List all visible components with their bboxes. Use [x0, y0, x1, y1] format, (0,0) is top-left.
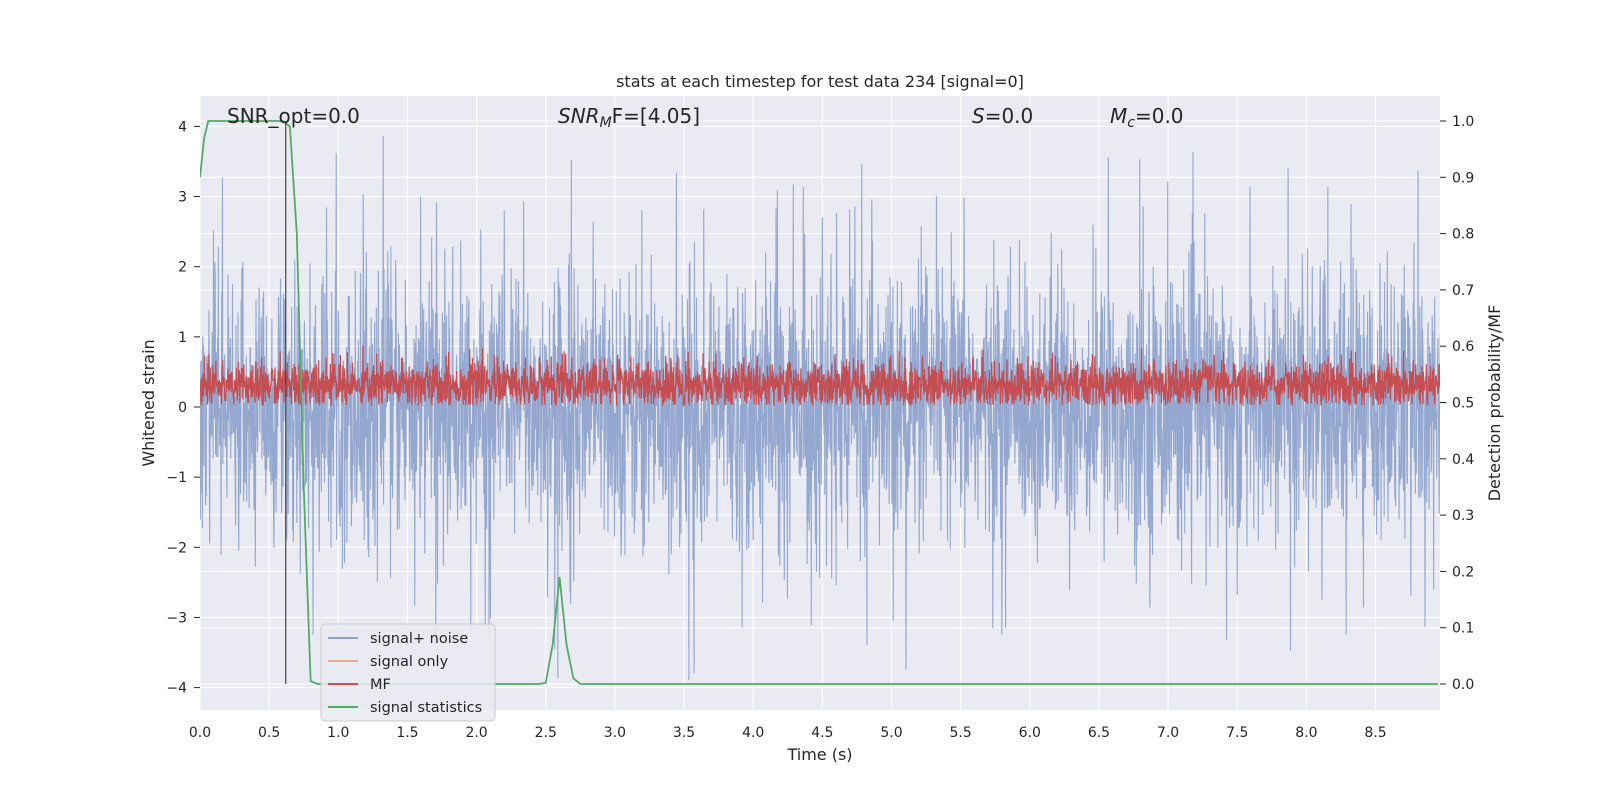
- y-ticks: −4 −3 −2 −1 0 1 2 3 4: [166, 119, 200, 697]
- legend-label-mf: MF: [370, 677, 391, 693]
- y-tick-label: −1: [166, 470, 187, 486]
- y-right-tick-label: 0.2: [1452, 564, 1474, 580]
- x-tick-label: 7.0: [1157, 725, 1179, 741]
- annotation-s: S=0.0: [972, 104, 1033, 128]
- x-tick-label: 3.5: [673, 725, 695, 741]
- x-tick-label: 8.5: [1364, 725, 1386, 741]
- y-right-tick-label: 0.0: [1452, 677, 1474, 693]
- annotation-mc: Mc=0.0: [1110, 104, 1184, 131]
- x-tick-label: 2.5: [535, 725, 557, 741]
- series-mf: [200, 345, 1440, 408]
- x-tick-label: 0.0: [189, 725, 211, 741]
- legend-label-signal-only: signal only: [370, 654, 449, 670]
- x-tick-label: 7.5: [1226, 725, 1248, 741]
- y-right-tick-label: 0.6: [1452, 339, 1474, 355]
- x-tick-label: 4.5: [811, 725, 833, 741]
- y-tick-label: 2: [178, 260, 187, 276]
- x-tick-label: 8.0: [1295, 725, 1317, 741]
- y-axis-label-right: Detection probability/MF: [1485, 305, 1504, 502]
- x-tick-label: 6.0: [1019, 725, 1041, 741]
- annotation-snr-mf: SNRMF=[4.05]: [558, 104, 700, 131]
- series-line-mf: [200, 345, 1440, 408]
- series-signal-statistics: [200, 120, 1438, 685]
- x-axis-label: Time (s): [786, 745, 852, 764]
- x-tick-label: 1.0: [327, 725, 349, 741]
- x-ticks: 0.0 0.5 1.0 1.5 2.0 2.5 3.0 3.5 4.0 4.5 5.0 5.5 6.0 6…: [189, 725, 1387, 741]
- x-tick-label: 5.5: [950, 725, 972, 741]
- legend-label-signal-statistics: signal statistics: [370, 700, 482, 716]
- y-axis-label: Whitened strain: [139, 339, 158, 466]
- legend: signal+ noise signal only MF signal stat…: [320, 623, 496, 722]
- y-tick-label: −4: [166, 681, 187, 697]
- x-tick-label: 5.0: [880, 725, 902, 741]
- y-right-tick-label: 0.8: [1452, 227, 1474, 243]
- series-signal-noise: [200, 136, 1440, 681]
- x-tick-label: 0.5: [258, 725, 280, 741]
- chart-title: stats at each timestep for test data 234…: [616, 72, 1024, 91]
- y-right-tick-label: 0.3: [1452, 508, 1474, 524]
- x-tick-label: 6.5: [1088, 725, 1110, 741]
- series-line-signal-statistics: [200, 120, 1438, 685]
- y-right-tick-label: 1.0: [1452, 114, 1474, 130]
- y-tick-label: −3: [166, 610, 187, 626]
- y-tick-label: 4: [178, 119, 187, 135]
- y-right-tick-label: 0.9: [1452, 170, 1474, 186]
- series-line-signal-noise: [200, 136, 1440, 681]
- x-tick-label: 1.5: [396, 725, 418, 741]
- y-tick-label: −2: [166, 540, 187, 556]
- y-right-tick-label: 0.7: [1452, 283, 1474, 299]
- y-right-tick-label: 0.5: [1452, 396, 1474, 412]
- y-tick-label: 0: [178, 400, 187, 416]
- y-tick-label: 1: [178, 330, 187, 346]
- y-tick-label: 3: [178, 190, 187, 206]
- legend-label-signal-noise: signal+ noise: [370, 631, 468, 647]
- y-ticks-right: 0.0 0.1 0.2 0.3 0.4 0.5 0.6 0.7 0.8 0.9 1.0: [1440, 114, 1474, 693]
- annotation-snr-opt: SNR_opt=0.0: [227, 104, 360, 128]
- x-tick-label: 2.0: [465, 725, 487, 741]
- x-tick-label: 4.0: [742, 725, 764, 741]
- y-right-tick-label: 0.1: [1452, 621, 1474, 637]
- y-right-tick-label: 0.4: [1452, 452, 1474, 468]
- x-tick-label: 3.0: [604, 725, 626, 741]
